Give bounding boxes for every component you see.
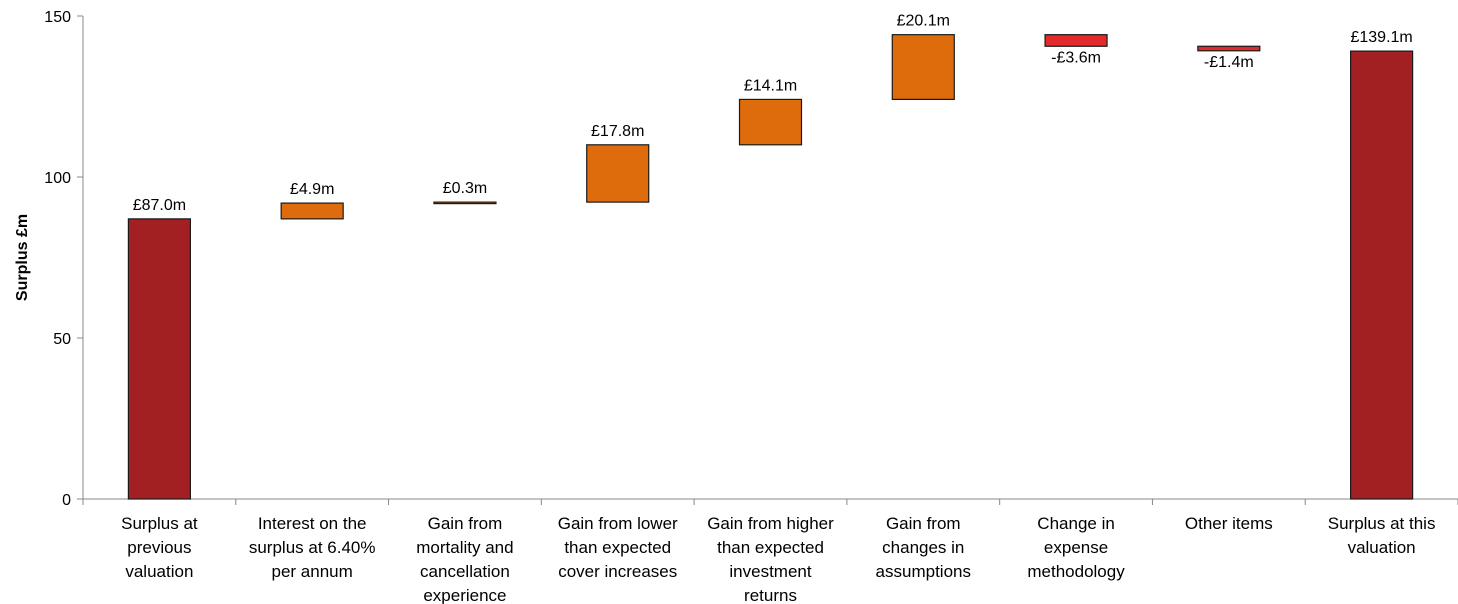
y-axis-ticks: 0 50 100 150	[44, 9, 83, 509]
category-label-line: Gain from	[886, 514, 961, 533]
bar-5	[891, 34, 955, 100]
data-label-4: £14.1m	[744, 77, 797, 94]
data-label-1: £4.9m	[290, 181, 334, 198]
bar-2	[433, 201, 497, 205]
y-tick-label: 100	[44, 170, 71, 187]
bar-8	[1350, 50, 1414, 500]
data-label-3: £17.8m	[591, 123, 644, 140]
category-label-line: expense	[1044, 538, 1108, 557]
category-label-5: Gain from changes in assumptions	[876, 514, 971, 581]
category-label-line: surplus at 6.40%	[249, 538, 376, 557]
category-label-0: Surplus at previous valuation	[121, 514, 198, 581]
category-label-line: assumptions	[876, 562, 971, 581]
category-label-line: methodology	[1027, 562, 1125, 581]
category-label-line: investment	[729, 562, 811, 581]
category-label-line: mortality and	[416, 538, 513, 557]
category-label-3: Gain from lower than expected cover increa…	[558, 514, 678, 581]
y-axis-label: Surplus £m	[14, 214, 31, 301]
category-label-line: Other items	[1185, 514, 1273, 533]
category-label-1: Interest on the surplus at 6.40% per annum	[249, 514, 376, 581]
category-label-line: Gain from	[428, 514, 503, 533]
category-label-line: previous	[127, 538, 191, 557]
bar-6	[1044, 34, 1108, 47]
category-label-4: Gain from higher than expected investment r…	[707, 514, 834, 604]
category-label-line: cover increases	[558, 562, 677, 581]
category-label-line: than expected	[564, 538, 671, 557]
category-label-line: cancellation	[420, 562, 510, 581]
data-label-5: £20.1m	[897, 13, 950, 30]
bars	[127, 34, 1414, 500]
bar-3	[586, 144, 650, 203]
category-label-line: Surplus at	[121, 514, 198, 533]
category-label-line: changes in	[882, 538, 964, 557]
y-tick-label: 0	[62, 492, 71, 509]
axes	[82, 16, 1458, 505]
bar-7	[1197, 45, 1261, 52]
data-label-7: -£1.4m	[1204, 54, 1254, 71]
data-label-0: £87.0m	[133, 197, 186, 214]
category-label-line: Gain from higher	[707, 514, 834, 533]
category-label-line: Change in	[1037, 514, 1115, 533]
bar-1	[280, 202, 344, 220]
category-label-6: Change in expense methodology	[1027, 514, 1125, 581]
category-label-8: Surplus at this valuation	[1328, 514, 1436, 557]
y-tick-label: 150	[44, 9, 71, 26]
category-label-line: Surplus at this	[1328, 514, 1436, 533]
data-labels: £87.0m £4.9m £0.3m £17.8m £14.1m £20.1m -£3.6m…	[133, 13, 1413, 214]
category-label-2: Gain from mortality and cancellation experi…	[416, 514, 513, 604]
bar-4	[738, 98, 803, 146]
category-label-line: Gain from lower	[558, 514, 678, 533]
y-tick-label: 50	[53, 331, 71, 348]
data-label-8: £139.1m	[1350, 29, 1412, 46]
category-label-line: than expected	[717, 538, 824, 557]
category-label-line: valuation	[1348, 538, 1416, 557]
category-label-line: valuation	[125, 562, 193, 581]
category-label-line: Interest on the	[258, 514, 367, 533]
category-labels: Surplus at previous valuation Interest on t…	[121, 514, 1435, 604]
category-label-line: experience	[423, 586, 506, 604]
category-label-7: Other items	[1185, 514, 1273, 533]
category-label-line: returns	[744, 586, 797, 604]
data-label-6: -£3.6m	[1051, 49, 1101, 66]
bar-0	[127, 218, 191, 500]
category-label-line: per annum	[272, 562, 353, 581]
data-label-2: £0.3m	[443, 180, 487, 197]
